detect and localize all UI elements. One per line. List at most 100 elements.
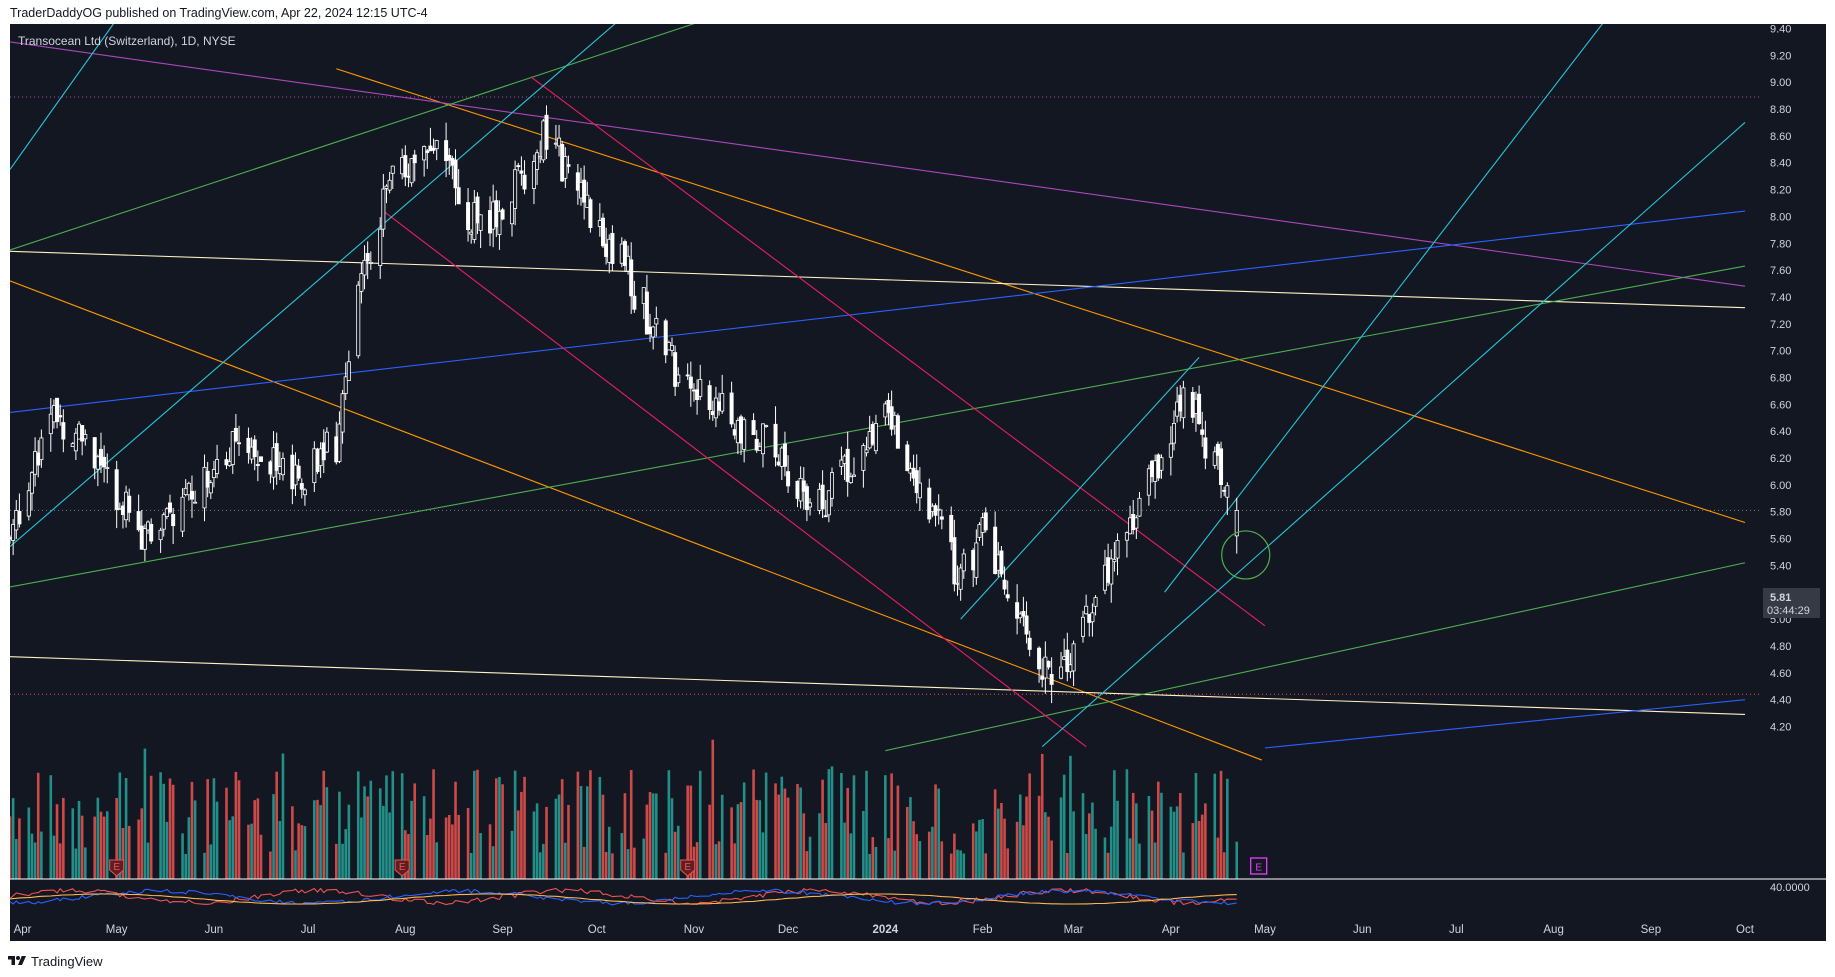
candle-body (171, 514, 176, 527)
time-tick-label: Oct (1736, 924, 1755, 936)
candle-body (211, 469, 216, 479)
volume-bar (582, 846, 586, 879)
candle-body (917, 482, 922, 499)
candle-body (205, 470, 210, 488)
volume-bar (865, 770, 868, 879)
volume-bar (912, 821, 915, 879)
candle-body (293, 464, 298, 486)
candle-body (277, 466, 282, 475)
volume-bar (720, 794, 724, 879)
trendline[interactable] (336, 68, 1746, 523)
candle-body (541, 120, 546, 161)
candle-body (651, 326, 656, 338)
candle-body (911, 467, 916, 479)
volume-bar (698, 770, 702, 879)
volume-bar (752, 769, 755, 879)
volume-bar (40, 831, 43, 879)
volume-bar (896, 785, 900, 879)
volume-bar (247, 824, 250, 879)
candle-body (720, 393, 725, 412)
candle-body (268, 461, 273, 475)
candle-body (557, 137, 562, 147)
candle-body (977, 524, 982, 538)
earnings-marker[interactable]: E (109, 859, 125, 877)
volume-bar (432, 769, 435, 879)
candle-body (80, 425, 85, 442)
candle-body (980, 517, 985, 533)
time-axis[interactable]: Apr May Jun Jul Aug Sep Oct Nov Dec 2024 Feb Mar Apr… (14, 924, 1755, 936)
candle-body (227, 461, 232, 466)
volume-bar (1003, 818, 1006, 879)
volume-bar (479, 833, 482, 879)
candle-body (666, 341, 671, 351)
annotation-circle[interactable] (1221, 530, 1271, 580)
candle-body (579, 181, 584, 199)
candle-body (14, 510, 19, 531)
chart-title[interactable]: Transocean Ltd (Switzerland), 1D, NYSE (18, 34, 236, 48)
price-tick-label: 5.60 (1770, 534, 1791, 546)
trendline[interactable] (1164, 2, 1620, 593)
trendline[interactable] (530, 76, 1266, 627)
candle-body (381, 188, 386, 230)
volume-bar (127, 825, 131, 879)
candle-body (98, 448, 103, 466)
volume-bar (501, 784, 504, 879)
candle-body (343, 376, 348, 394)
volume-bar (758, 800, 762, 879)
volume-bar (1150, 810, 1154, 879)
candle-body (124, 491, 129, 521)
volume-bar (1194, 773, 1198, 879)
volume-bars (10, 739, 1239, 879)
candle-body (1109, 558, 1114, 585)
candle-body (519, 170, 524, 174)
trendline[interactable] (1041, 122, 1746, 748)
volume-bar (400, 773, 404, 879)
volume-bar (410, 800, 413, 879)
volume-bar (58, 843, 62, 879)
volume-bar (1160, 792, 1163, 879)
volume-bar (993, 789, 997, 879)
trendline[interactable] (383, 210, 1087, 748)
candle-body (830, 472, 835, 499)
price-tick-label: 6.20 (1770, 453, 1791, 465)
volume-bar (827, 769, 831, 879)
volume-bar (516, 810, 520, 879)
trendline[interactable] (960, 356, 1200, 620)
volume-bar (962, 853, 966, 879)
trendline[interactable] (885, 562, 1746, 752)
trendline[interactable] (10, 210, 1746, 413)
candle-body (102, 456, 107, 468)
volume-bar (36, 772, 40, 879)
earnings-marker-label: E (684, 862, 691, 873)
candle-body (732, 429, 737, 436)
volume-bar (1216, 837, 1220, 879)
volume-bar (739, 802, 743, 879)
candle-body (1219, 448, 1224, 486)
candle-body (48, 413, 53, 435)
earnings-marker[interactable]: E (394, 859, 410, 877)
trendline[interactable] (1264, 699, 1746, 749)
volume-bar (291, 806, 294, 879)
candle-body (1178, 394, 1183, 412)
trendline[interactable] (10, 250, 1746, 309)
candle-body (378, 228, 383, 267)
time-tick-label: Sep (492, 924, 512, 936)
trendline[interactable] (10, 0, 882, 251)
earnings-marker[interactable]: E (680, 859, 696, 877)
volume-bar (259, 834, 263, 879)
candle-body (1024, 615, 1029, 635)
bar-countdown: 03:44:29 (1767, 605, 1810, 617)
volume-bar (1040, 753, 1044, 879)
volume-bar (234, 771, 238, 879)
trendline[interactable] (10, 2, 641, 548)
candle-body (1153, 460, 1158, 482)
trendline[interactable] (10, 656, 1746, 715)
price-axis-background (1762, 24, 1826, 879)
earnings-marker[interactable]: E (1250, 857, 1268, 875)
volume-bar (796, 783, 799, 879)
candle-body (290, 454, 295, 490)
candle-body (447, 155, 452, 161)
trendline[interactable] (10, 2, 129, 170)
trendline[interactable] (10, 41, 1746, 287)
